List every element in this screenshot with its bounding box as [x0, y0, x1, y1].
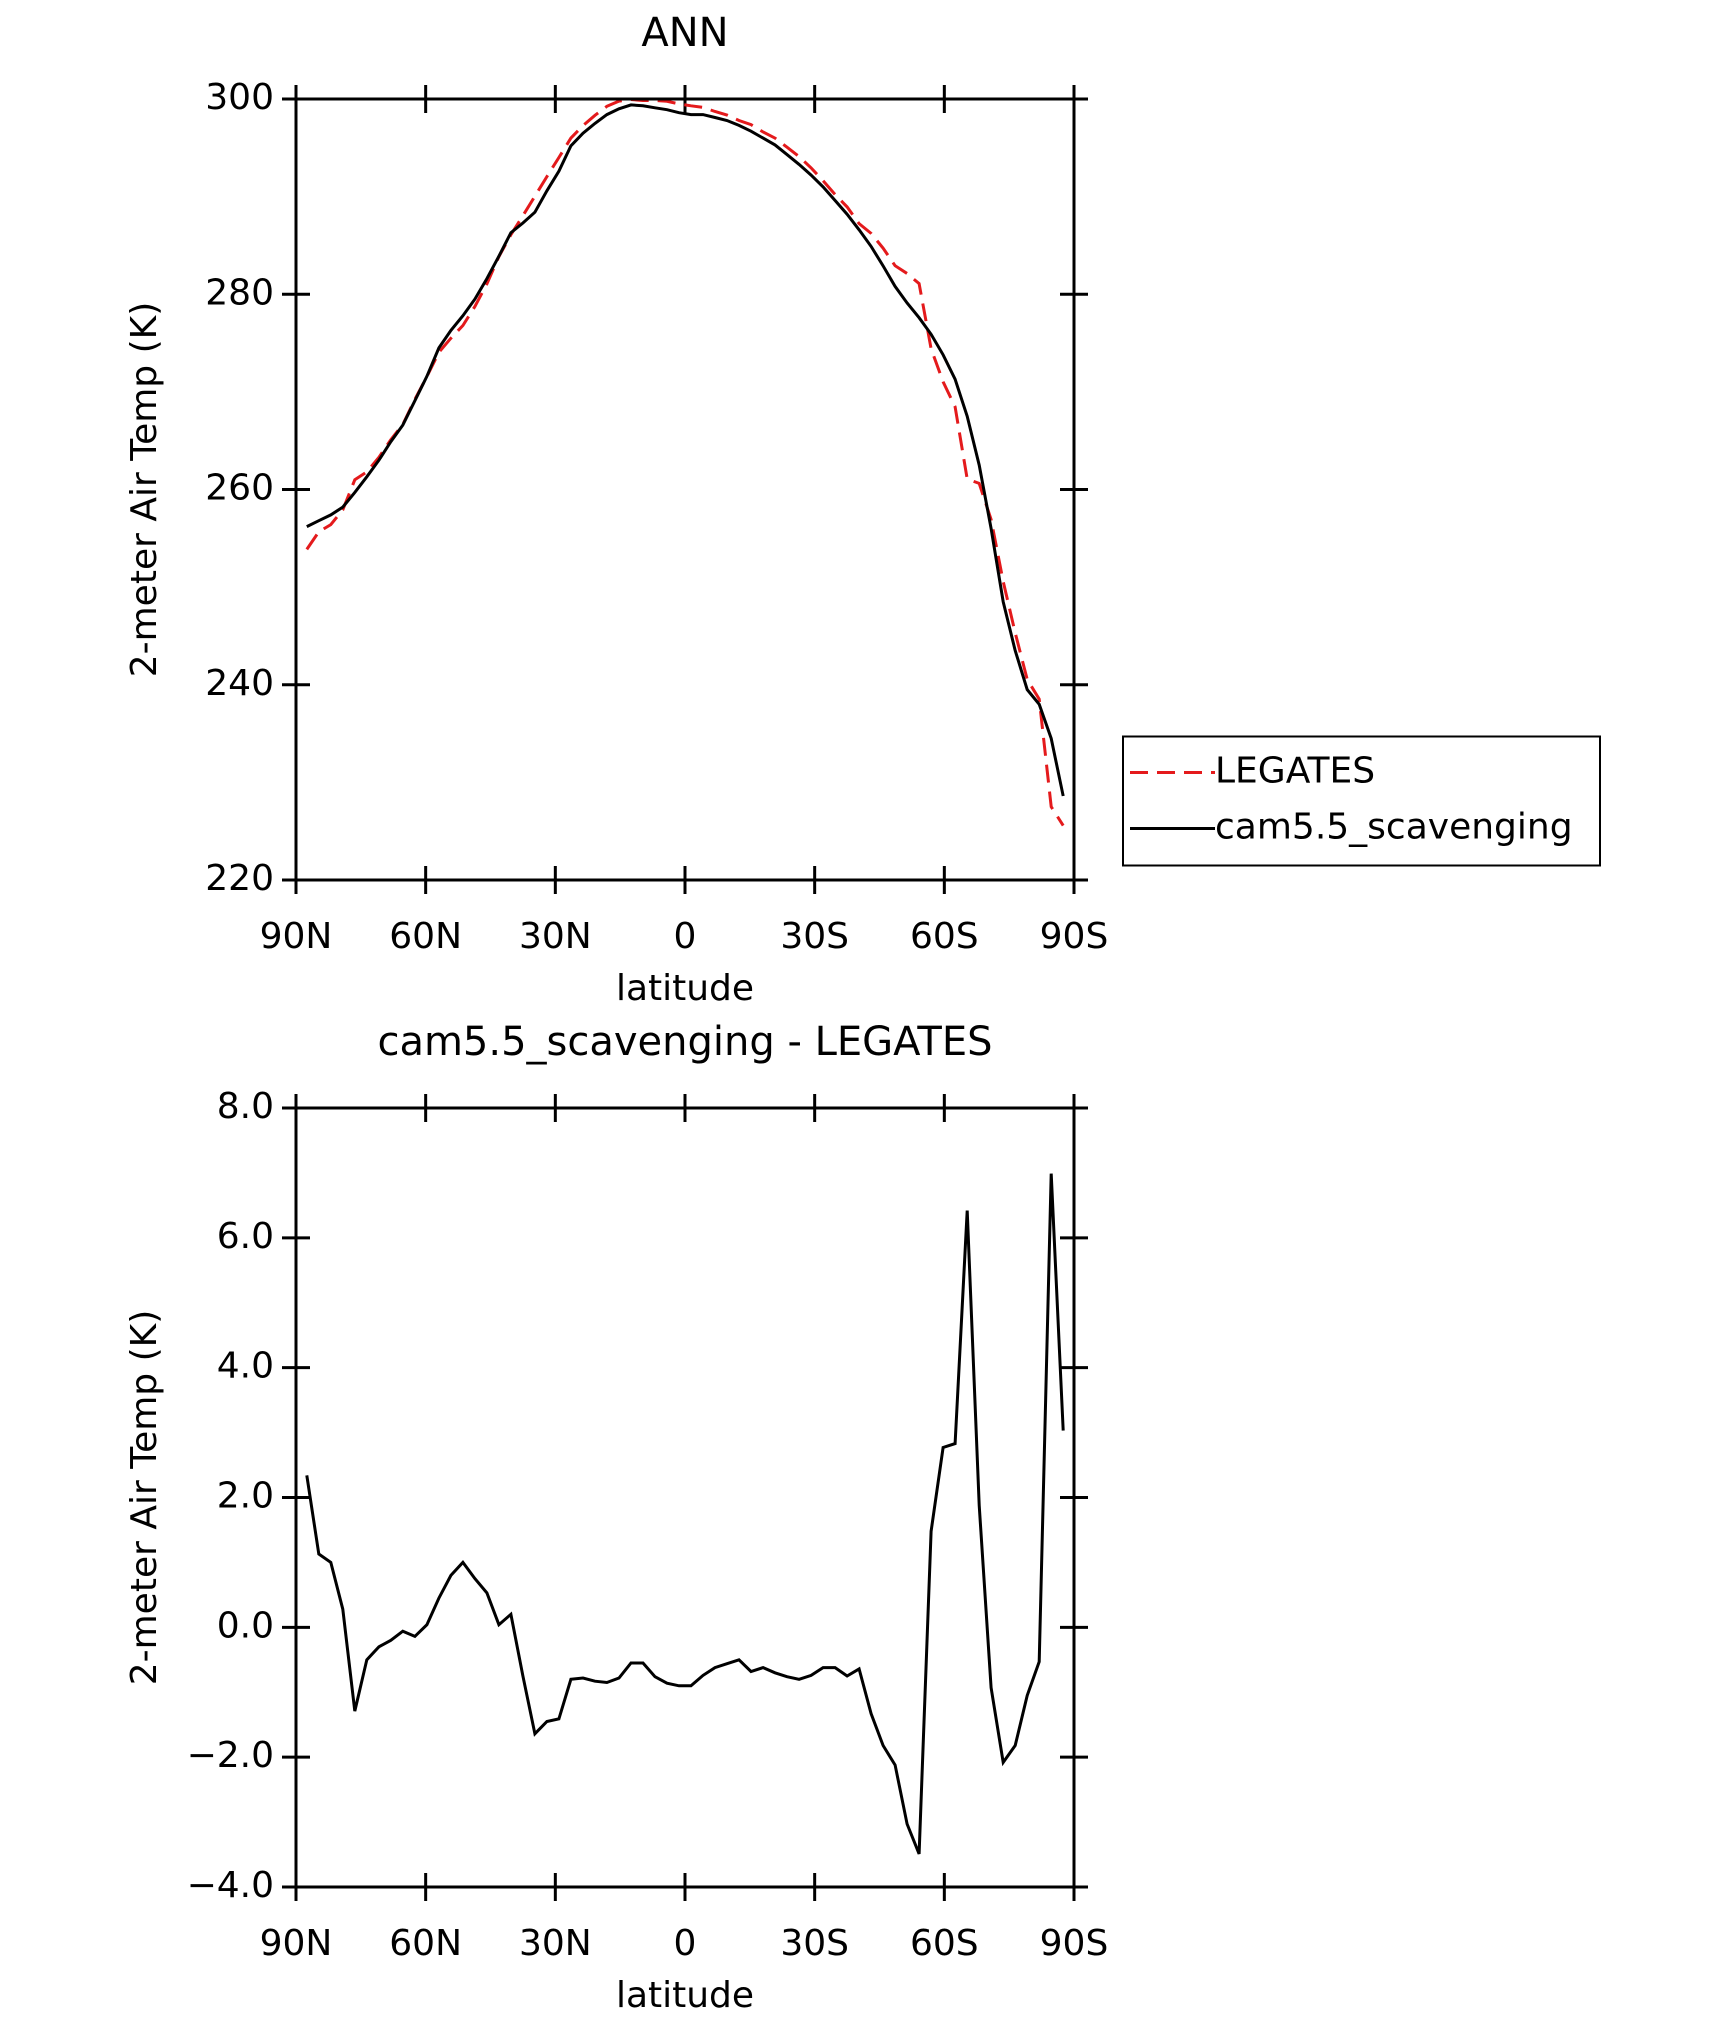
y-tick-label: −2.0	[187, 1735, 274, 1776]
x-tick-label: 90S	[1040, 1923, 1109, 1964]
chart-title: cam5.5_scavenging - LEGATES	[377, 1019, 992, 1065]
y-tick-label: 4.0	[217, 1346, 274, 1387]
y-tick-label: 300	[205, 77, 274, 118]
y-axis-label: 2-meter Air Temp (K)	[124, 302, 165, 678]
y-tick-label: −4.0	[187, 1865, 274, 1906]
x-tick-label: 60S	[910, 916, 979, 957]
y-tick-label: 240	[205, 663, 274, 704]
x-tick-label: 90S	[1040, 916, 1109, 957]
x-tick-label: 0	[674, 1923, 697, 1964]
x-tick-label: 0	[674, 916, 697, 957]
x-tick-label: 30N	[519, 916, 592, 957]
x-tick-label: 60S	[910, 1923, 979, 1964]
x-tick-label: 90N	[260, 916, 333, 957]
data-line	[306, 103, 1065, 797]
x-tick-label: 60N	[389, 916, 462, 957]
chart-title: ANN	[641, 10, 728, 56]
y-tick-label: 0.0	[217, 1605, 274, 1646]
data-line	[305, 97, 1065, 827]
legend-box	[1122, 735, 1601, 867]
legend-label: LEGATES	[1215, 751, 1375, 792]
x-tick-label: 30S	[780, 916, 849, 957]
y-tick-label: 220	[205, 858, 274, 899]
x-axis-label: latitude	[616, 1975, 754, 2016]
legend-label: cam5.5_scavenging	[1215, 807, 1573, 848]
data-line	[305, 1173, 1065, 1855]
y-tick-label: 280	[205, 272, 274, 313]
y-tick-label: 2.0	[217, 1476, 274, 1517]
y-tick-label: 6.0	[217, 1216, 274, 1257]
y-axis-label: 2-meter Air Temp (K)	[124, 1310, 165, 1686]
y-tick-label: 8.0	[217, 1086, 274, 1127]
plot-frame	[294, 97, 1076, 882]
plot-frame	[294, 1106, 1076, 1889]
x-tick-label: 90N	[260, 1923, 333, 1964]
x-tick-label: 30S	[780, 1923, 849, 1964]
x-tick-label: 30N	[519, 1923, 592, 1964]
x-tick-label: 60N	[389, 1923, 462, 1964]
x-axis-label: latitude	[616, 968, 754, 1009]
y-tick-label: 260	[205, 468, 274, 509]
